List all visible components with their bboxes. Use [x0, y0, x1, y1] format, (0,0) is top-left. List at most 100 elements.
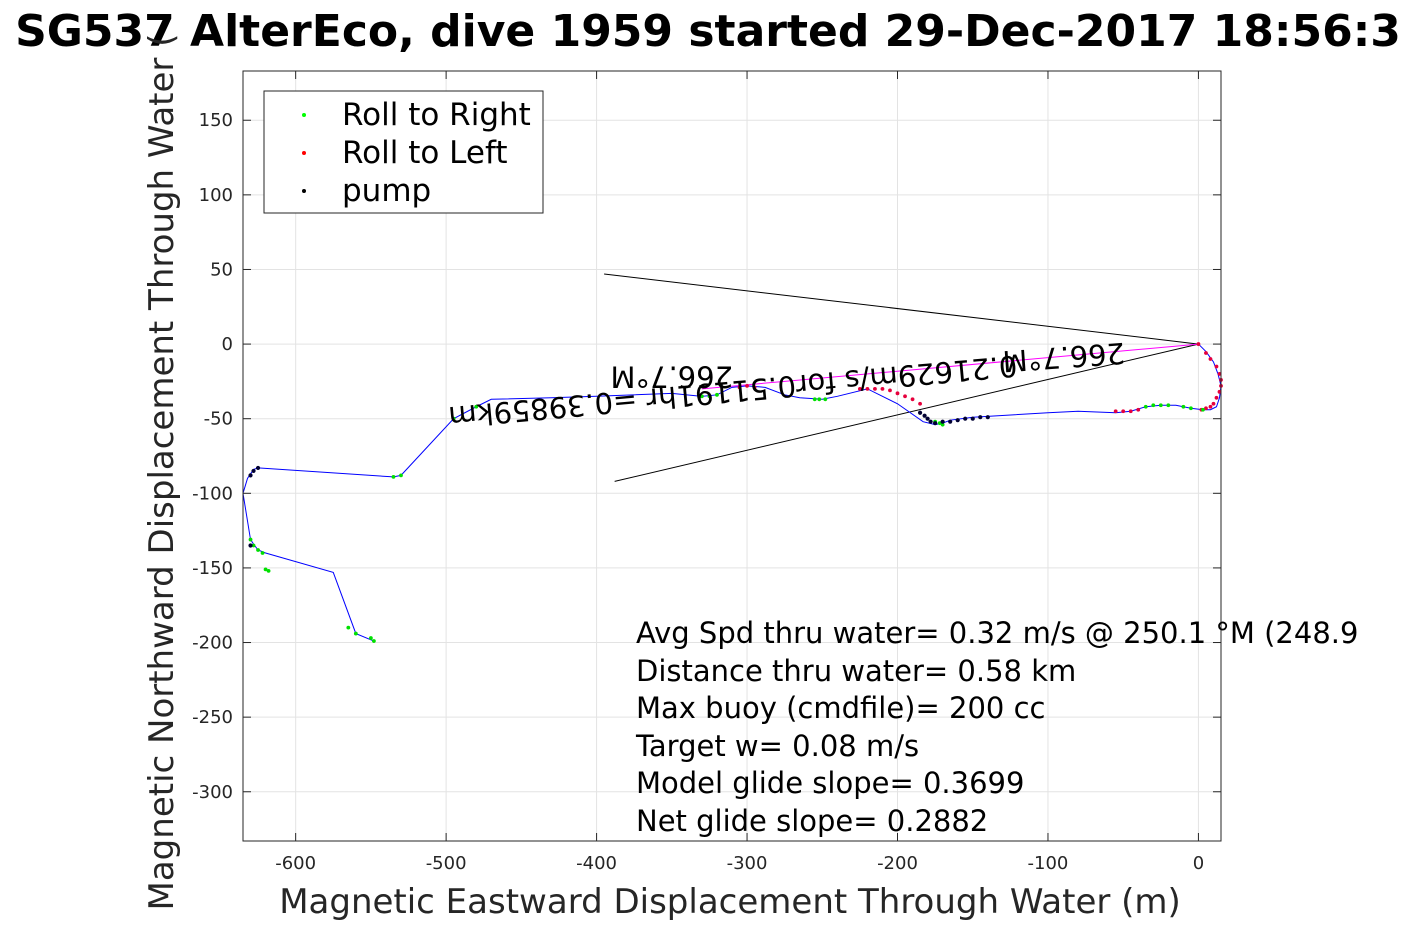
roll-right-point [248, 537, 253, 542]
roll-right-point [251, 543, 256, 548]
roll-left-point [888, 388, 892, 393]
roll-left-point [1196, 342, 1201, 346]
legend-label-roll-right: Roll to Right [342, 97, 531, 133]
pump-point [248, 473, 253, 478]
y-tick-label: 150 [199, 110, 233, 131]
roll-right-point [346, 625, 351, 630]
x-tick-label: -400 [576, 853, 617, 874]
roll-right-point [391, 474, 396, 479]
roll-right-point [700, 394, 704, 399]
roll-left-point [1208, 404, 1213, 409]
wedge-line [614, 343, 1199, 482]
roll-left-point [1136, 407, 1141, 412]
info-distance: Distance thru water= 0.58 km [636, 654, 1076, 688]
roll-right-point [474, 404, 479, 409]
pump-point [248, 543, 253, 548]
y-tick-label: 0 [222, 334, 233, 355]
pump-point [955, 418, 960, 423]
x-tick-label: -500 [426, 853, 467, 874]
roll-left-point [880, 386, 885, 391]
wedge-line [604, 273, 1199, 345]
pump-point [251, 468, 256, 474]
roll-right-point [1158, 403, 1163, 408]
roll-left-point [1211, 401, 1216, 406]
annotation-1: 266.7°M [611, 359, 734, 393]
roll-left-point [737, 385, 742, 390]
roll-left-point [1204, 351, 1208, 355]
roll-right-point [353, 631, 358, 636]
y-tick-label: -100 [192, 483, 233, 504]
roll-left-point [903, 394, 907, 399]
roll-right-point [372, 639, 376, 643]
legend-label-roll-left: Roll to Left [342, 135, 508, 171]
roll-left-point [745, 383, 749, 388]
grid [243, 71, 1221, 841]
y-tick-label: 50 [210, 259, 233, 280]
legend-label-pump: pump [342, 173, 431, 209]
roll-right-point [256, 548, 260, 552]
legend-box [263, 90, 544, 214]
roll-left-point [1214, 395, 1219, 400]
pump-point [940, 419, 945, 424]
roll-right-point [940, 422, 945, 427]
y-tick-label: -150 [192, 558, 233, 579]
plot-frame [242, 70, 1222, 842]
roll-left-point [910, 397, 915, 402]
legend-marker-pump [302, 189, 306, 193]
roll-right-point [260, 551, 265, 555]
info-net-glide-slope: Net glide slope= 0.2882 [636, 804, 988, 838]
info-model-glide-slope: Model glide slope= 0.3699 [636, 766, 1024, 800]
roll-left-point [895, 391, 900, 396]
legend: Roll to Right Roll to Left pump [263, 90, 544, 214]
roll-right-point [266, 569, 271, 573]
roll-right-point [451, 416, 456, 421]
roll-right-point [1166, 403, 1171, 408]
x-tick-label: -100 [1028, 853, 1069, 874]
roll-left-point [1204, 406, 1208, 411]
roll-left-point [1217, 372, 1222, 376]
roll-right-point [263, 567, 268, 572]
x-tick-label: 0 [1193, 853, 1204, 874]
points [248, 342, 1223, 643]
chart-title: SG537 AlterEco, dive 1959 started 29-Dec… [15, 6, 1401, 57]
pump-point [255, 465, 261, 471]
roll-right-point [817, 397, 822, 402]
roll-right-point [715, 392, 719, 397]
y-tick-label: -50 [204, 409, 233, 430]
pump-point [978, 415, 983, 420]
x-tick-label: -200 [877, 853, 918, 874]
roll-right-point [1201, 407, 1205, 412]
info-max-buoy: Max buoy (cmdfile)= 200 cc [636, 691, 1045, 725]
pump-point [917, 410, 923, 415]
info-avg-speed: Avg Spd thru water= 0.32 m/s @ 250.1 °M … [636, 616, 1358, 650]
roll-right-point [937, 421, 942, 426]
x-tick-label: -300 [727, 853, 768, 874]
roll-right-point [812, 397, 817, 402]
pump-point [922, 413, 927, 418]
roll-right-point [399, 473, 403, 478]
y-tick-label: -200 [192, 633, 233, 654]
pump-point [925, 416, 930, 421]
roll-right-point [368, 636, 373, 640]
roll-left-point [918, 401, 922, 406]
roll-right-point [1151, 403, 1156, 408]
roll-right-point [823, 397, 828, 402]
pump-point [928, 419, 933, 424]
roll-left-point [1214, 364, 1219, 369]
roll-left-point [865, 386, 870, 391]
roll-left-point [857, 386, 862, 391]
legend-marker-roll-right [302, 113, 306, 117]
pump-point [963, 416, 968, 421]
roll-right-point [707, 394, 712, 399]
pump-point [985, 415, 990, 420]
roll-left-point [1128, 409, 1133, 414]
roll-left-point [1217, 389, 1222, 394]
x-tick-label: -600 [275, 853, 316, 874]
roll-left-point [873, 386, 877, 391]
legend-marker-roll-left [302, 151, 306, 155]
roll-right-point [1181, 404, 1186, 409]
info-box: Avg Spd thru water= 0.32 m/s @ 250.1 °M … [635, 616, 1358, 838]
x-axis-label: Magnetic Eastward Displacement Through W… [279, 882, 1181, 922]
y-tick-label: -300 [192, 782, 233, 803]
wedge-lines [604, 273, 1199, 482]
